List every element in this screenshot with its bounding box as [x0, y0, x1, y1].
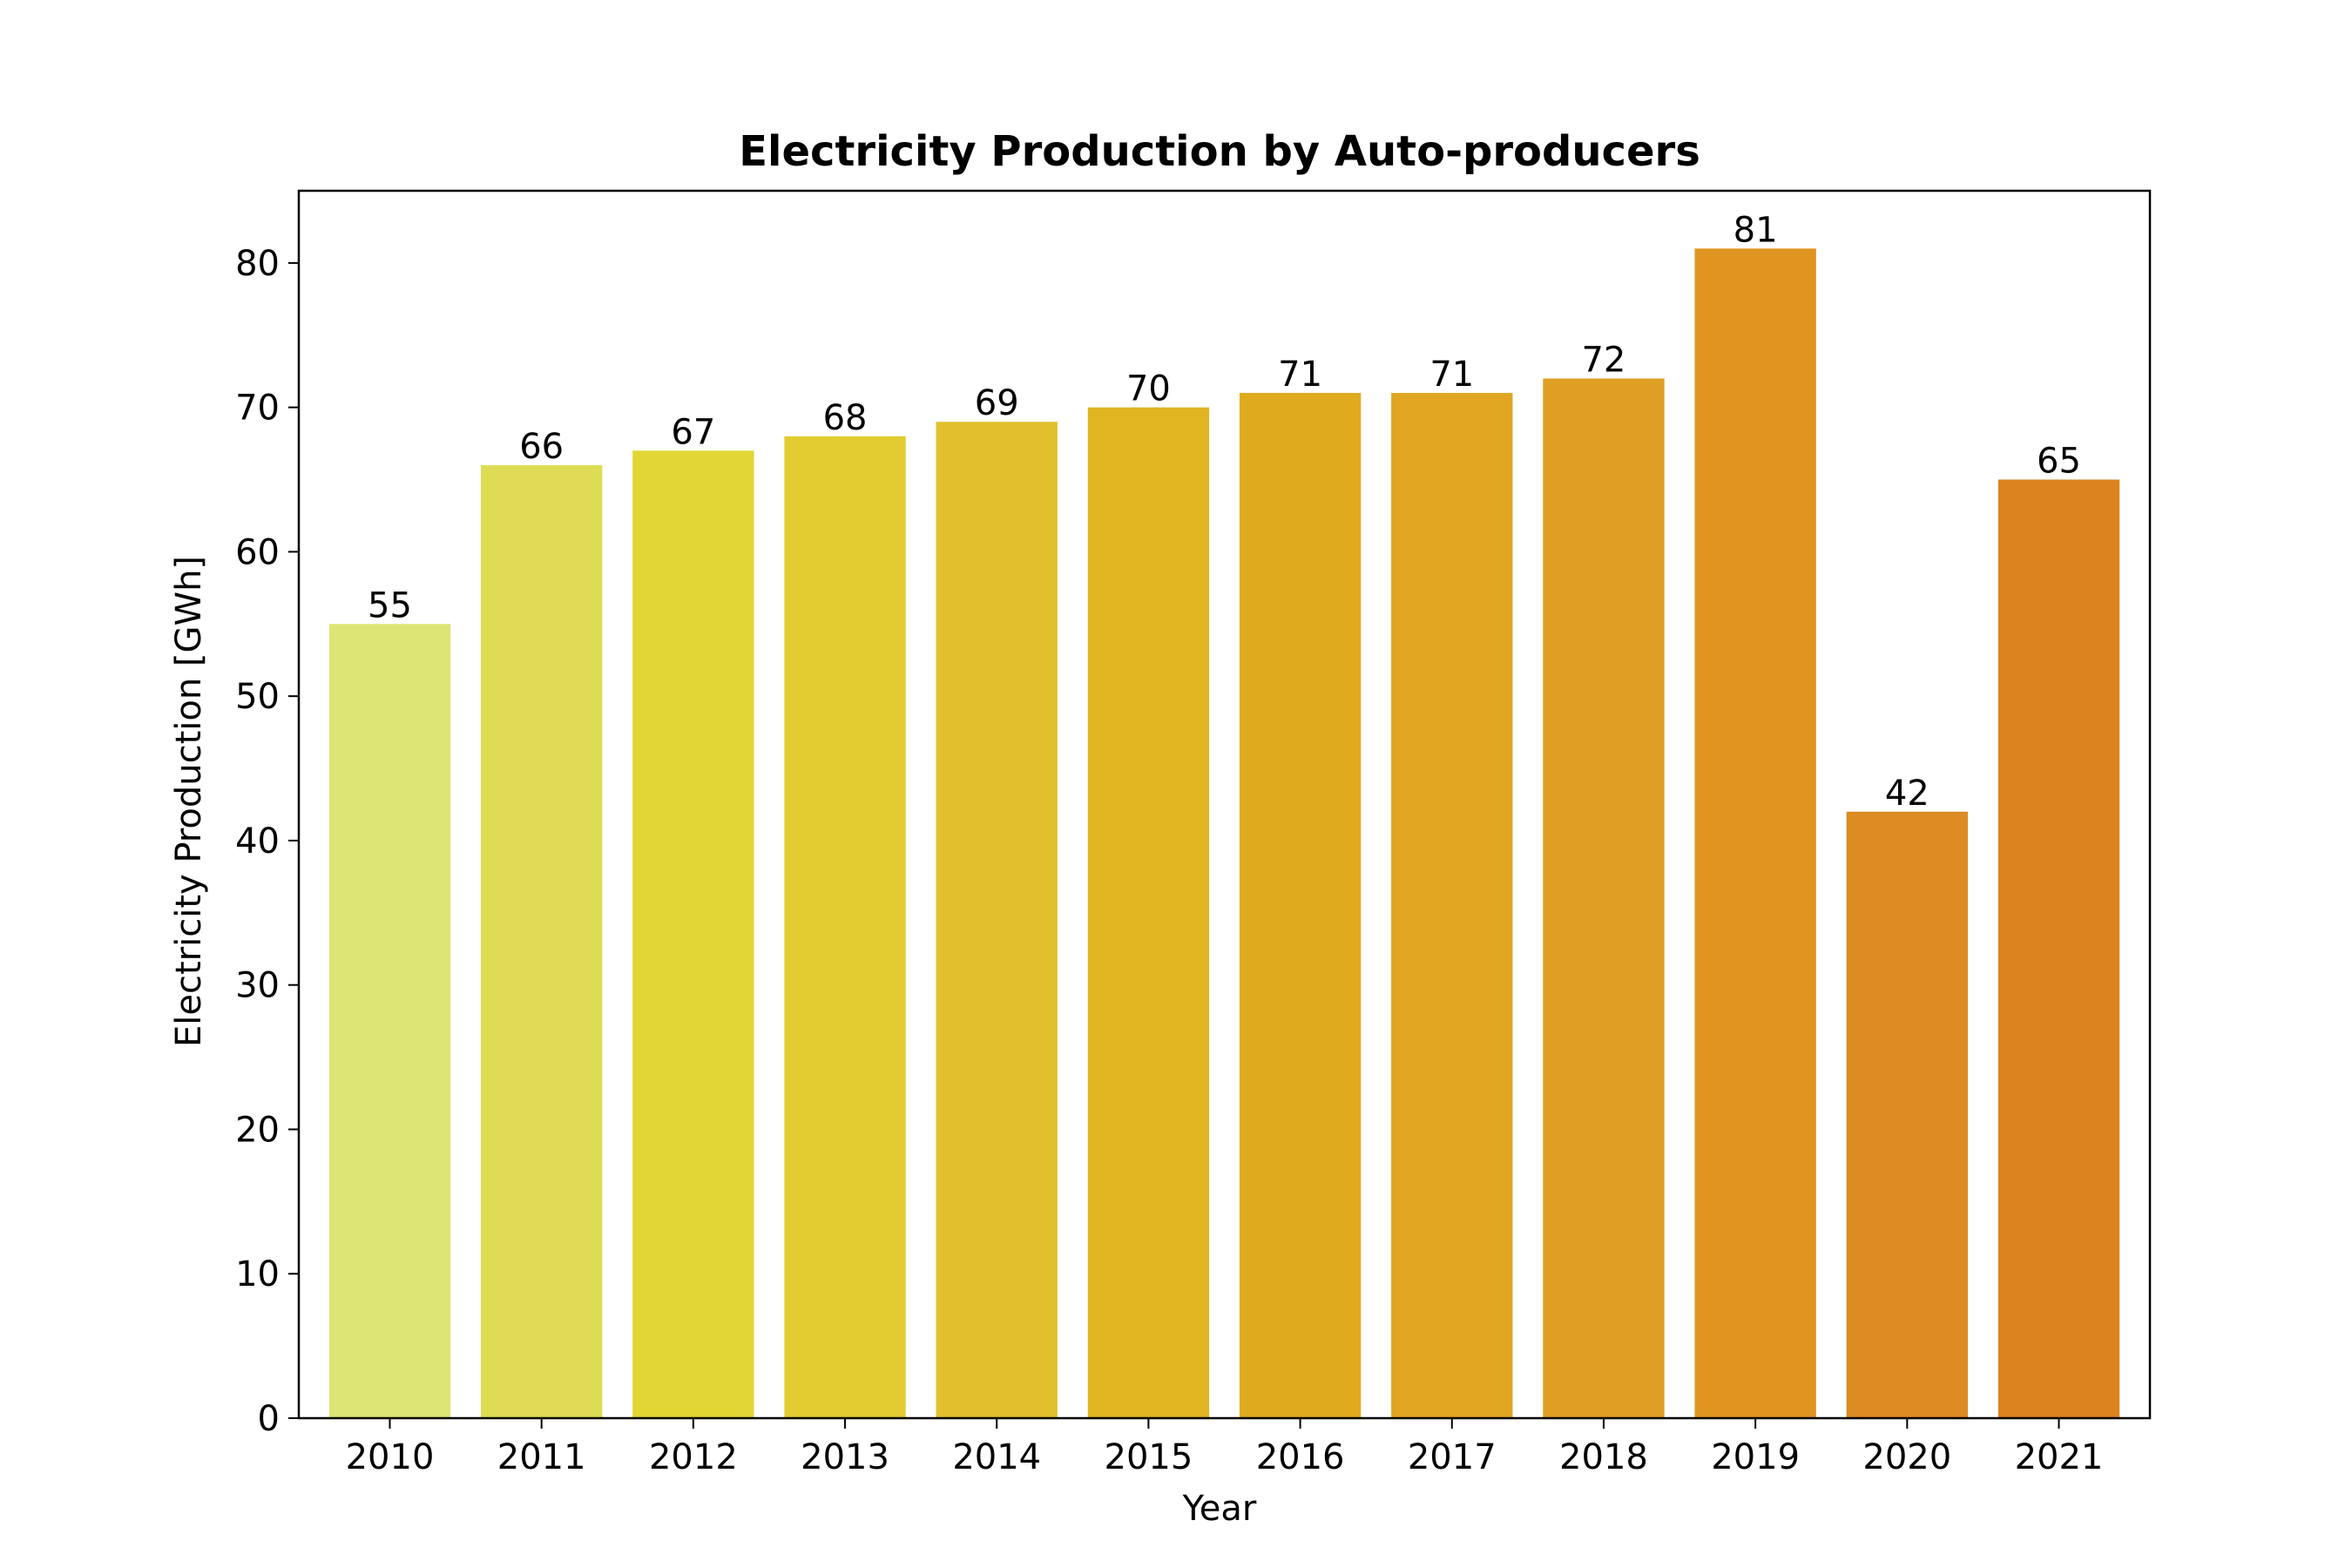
- y-tick-label-40: 40: [235, 821, 280, 862]
- data-label-2016: 71: [1278, 355, 1322, 395]
- bar-2016: [1239, 393, 1362, 1419]
- x-tick-label-2012: 2012: [649, 1437, 738, 1477]
- data-labels-group: 55 66 67 68 69 70 71 71 72 81 42 65: [368, 210, 2081, 813]
- data-label-2017: 71: [1429, 355, 1474, 395]
- x-tick-label-2016: 2016: [1256, 1437, 1345, 1477]
- x-tick-label-2010: 2010: [346, 1437, 435, 1477]
- x-tick-label-2014: 2014: [952, 1437, 1041, 1477]
- bar-2018: [1543, 378, 1665, 1418]
- y-tick-label-0: 0: [258, 1399, 280, 1439]
- x-tick-label-2018: 2018: [1559, 1437, 1648, 1477]
- bar-2011: [481, 464, 603, 1419]
- bar-2015: [1087, 407, 1210, 1418]
- y-tick-label-20: 20: [235, 1110, 280, 1150]
- data-label-2018: 72: [1581, 340, 1625, 380]
- bar-2020: [1846, 811, 1968, 1418]
- y-tick-label-60: 60: [235, 532, 280, 572]
- data-label-2011: 66: [519, 427, 564, 467]
- x-tick-label-2011: 2011: [497, 1437, 586, 1477]
- data-label-2014: 69: [975, 383, 1019, 423]
- x-tick-label-2020: 2020: [1862, 1437, 1951, 1477]
- y-axis-label: Electricity Production [GWh]: [169, 556, 209, 1047]
- data-label-2010: 55: [368, 585, 412, 625]
- y-tick-label-10: 10: [235, 1254, 280, 1294]
- y-tick-label-70: 70: [235, 389, 280, 429]
- bar-2017: [1391, 393, 1513, 1419]
- data-label-2015: 70: [1126, 369, 1171, 409]
- x-tick-label-2021: 2021: [2015, 1437, 2104, 1477]
- x-tick-label-2013: 2013: [801, 1437, 889, 1477]
- bar-2012: [632, 450, 754, 1418]
- data-label-2012: 67: [671, 412, 715, 452]
- x-axis: 2010 2011 2012 2013 2014 2015 2016 2017 2018 2019…: [346, 1418, 2104, 1477]
- bar-2021: [1997, 479, 2120, 1418]
- bar-2014: [936, 422, 1058, 1419]
- data-label-2020: 42: [1885, 774, 1930, 814]
- x-tick-label-2017: 2017: [1408, 1437, 1497, 1477]
- bar-2013: [784, 436, 906, 1418]
- bars-group: [328, 248, 2120, 1419]
- bar-2010: [328, 624, 451, 1418]
- bar-2019: [1694, 248, 1816, 1418]
- y-tick-label-30: 30: [235, 966, 280, 1006]
- y-tick-label-50: 50: [235, 677, 280, 717]
- y-axis: 0 10 20 30 40 50 60 70 80: [235, 244, 299, 1439]
- x-tick-label-2019: 2019: [1711, 1437, 1800, 1477]
- x-tick-label-2015: 2015: [1105, 1437, 1193, 1477]
- x-axis-label: Year: [1182, 1489, 1257, 1529]
- data-label-2013: 68: [823, 398, 868, 438]
- data-label-2019: 81: [1734, 210, 1778, 250]
- y-tick-label-80: 80: [235, 244, 280, 284]
- data-label-2021: 65: [2037, 442, 2081, 482]
- chart-title: Electricity Production by Auto-producers: [739, 127, 1700, 176]
- plot-frame: [297, 189, 2152, 1420]
